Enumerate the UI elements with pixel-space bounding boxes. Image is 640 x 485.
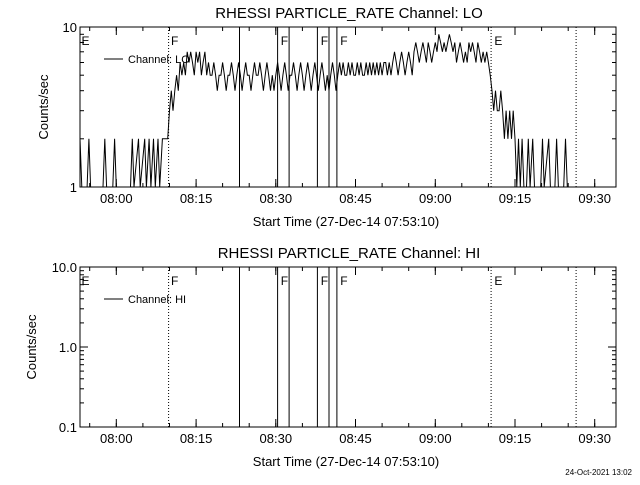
lo-legend: Channel: LO — [104, 54, 190, 66]
hi-y-tick-label: 1.0 — [59, 340, 77, 355]
lo-chart-title: RHESSI PARTICLE_RATE Channel: LO — [215, 5, 483, 22]
lo-series-line — [79, 34, 568, 188]
lo-flag-label: F — [321, 34, 328, 48]
hi-flag-label: F — [171, 274, 178, 288]
lo-x-tick-label: 08:30 — [260, 191, 293, 206]
hi-flag-label: E — [494, 274, 502, 288]
lo-legend-label: Channel: LO — [128, 54, 190, 66]
hi-chart-title: RHESSI PARTICLE_RATE Channel: HI — [218, 245, 481, 262]
hi-y-tick-label: 10.0 — [52, 260, 77, 275]
lo-x-axis-label: Start Time (27-Dec-14 07:53:10) — [253, 214, 439, 229]
hi-plot-frame — [79, 266, 617, 428]
lo-flag-label: F — [281, 34, 288, 48]
hi-flag-label: F — [340, 274, 347, 288]
lo-x-tick-label: 09:30 — [578, 191, 611, 206]
hi-legend-label: Channel: HI — [128, 294, 186, 306]
hi-y-tick-label: 0.1 — [59, 420, 77, 435]
hi-y-axis-ticks: 0.1 1.0 10.0 — [52, 260, 616, 435]
lo-x-tick-label: 09:00 — [419, 191, 452, 206]
hi-x-tick-label: 08:30 — [260, 431, 293, 446]
hi-x-tick-label: 08:15 — [180, 431, 213, 446]
lo-y-axis-ticks: 1 10 — [63, 20, 616, 195]
lo-x-tick-label: 08:00 — [100, 191, 133, 206]
hi-flag-label: F — [321, 274, 328, 288]
hi-flag-label: F — [281, 274, 288, 288]
lo-y-tick-label: 1 — [70, 180, 77, 195]
hi-x-tick-label: 08:00 — [100, 431, 133, 446]
lo-flag-label: E — [82, 34, 90, 48]
lo-flag-label: F — [340, 34, 347, 48]
lo-flag-label: F — [171, 34, 178, 48]
lo-x-tick-label: 09:15 — [499, 191, 532, 206]
hi-x-tick-label: 09:00 — [419, 431, 452, 446]
hi-x-tick-label: 09:15 — [499, 431, 532, 446]
lo-y-axis-label: Counts/sec — [36, 74, 51, 140]
lo-x-axis-ticks: 08:00 08:15 08:30 08:45 09:00 09:15 09:30 — [89, 27, 611, 206]
hi-x-axis-ticks: 08:00 08:15 08:30 08:45 09:00 09:15 09:30 — [89, 267, 611, 446]
lo-x-tick-label: 08:45 — [339, 191, 372, 206]
lo-marker-lines — [168, 27, 577, 187]
footer-date: 24-Oct-2021 13:02 — [565, 468, 632, 477]
hi-x-axis-label: Start Time (27-Dec-14 07:53:10) — [253, 454, 439, 469]
lo-flag-label: E — [494, 34, 502, 48]
hi-legend: Channel: HI — [104, 294, 186, 306]
hi-marker-lines — [168, 267, 577, 427]
hi-y-axis-label: Counts/sec — [24, 314, 39, 380]
hi-x-tick-label: 08:45 — [339, 431, 372, 446]
lo-x-tick-label: 08:15 — [180, 191, 213, 206]
lo-plot-frame — [79, 26, 617, 188]
lo-y-tick-label: 10 — [63, 20, 77, 35]
hi-x-tick-label: 09:30 — [578, 431, 611, 446]
hi-flag-label: E — [82, 274, 90, 288]
